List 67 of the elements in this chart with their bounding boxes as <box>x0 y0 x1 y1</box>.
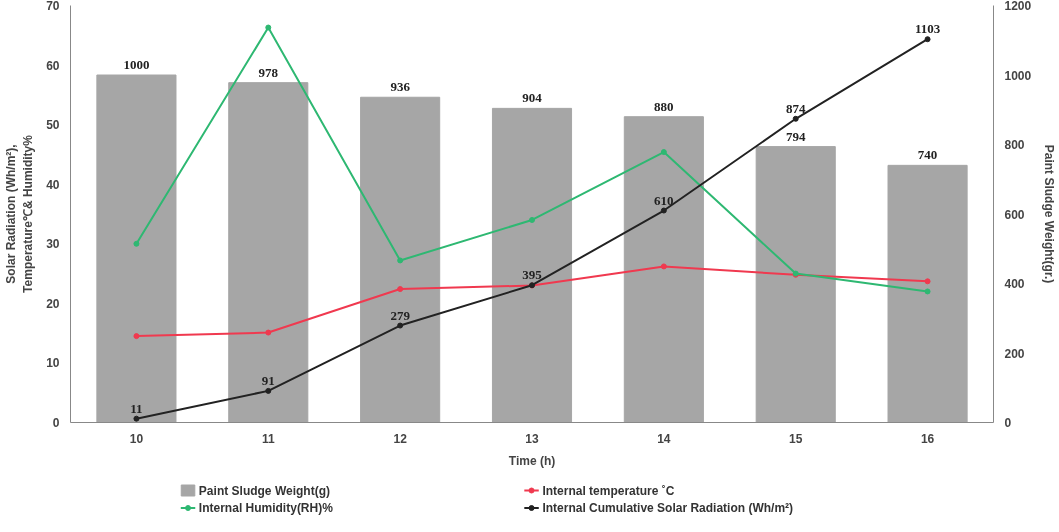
point <box>265 329 272 336</box>
data-label: 1103 <box>914 21 941 37</box>
point <box>133 333 140 340</box>
data-label: 1000 <box>123 57 150 72</box>
data-label: 936 <box>390 79 411 95</box>
y-tick-label: 10 <box>46 356 60 371</box>
data-label: 91 <box>261 372 275 388</box>
data-label: 11 <box>130 400 143 416</box>
x-tick-label: 14 <box>657 431 671 446</box>
legend-label: Internal temperature ˚C <box>542 483 675 498</box>
x-tick-label: 16 <box>920 431 935 446</box>
bar <box>887 164 968 423</box>
x-tick-label: 11 <box>261 431 275 446</box>
y2-tick-label: 600 <box>1004 207 1025 222</box>
y2-tick-label: 400 <box>1004 277 1025 291</box>
y-tick-label: 60 <box>46 58 60 73</box>
point <box>397 257 404 264</box>
y2-tick-label: 1000 <box>1004 68 1032 83</box>
y-axis-title: Solar Radiation (Wh/m²), Temperature℃& Humidity% <box>4 134 36 293</box>
bar <box>360 96 441 423</box>
point <box>660 149 667 156</box>
y2-tick-label: 800 <box>1004 138 1025 152</box>
point <box>924 36 931 43</box>
y2-tick-label: 0 <box>1004 416 1012 430</box>
bar <box>491 107 573 423</box>
data-label: 279 <box>390 307 411 323</box>
y-tick-label: 50 <box>46 118 60 133</box>
point <box>397 322 404 329</box>
point <box>660 207 667 214</box>
data-label: 904 <box>522 90 543 106</box>
x-tick-label: 10 <box>129 431 144 446</box>
y-tick-label: 0 <box>52 416 60 430</box>
legend-label: Internal Humidity(RH)% <box>198 501 334 515</box>
y-tick-label: 40 <box>46 177 60 192</box>
data-label: 395 <box>522 267 543 283</box>
y2-tick-label: 200 <box>1004 346 1025 361</box>
x-axis-title: Time (h) <box>508 453 556 468</box>
data-label: 740 <box>917 147 938 163</box>
bar <box>228 82 309 423</box>
bar <box>755 146 836 423</box>
legend-label: Paint Sludge Weight(g) <box>198 483 330 498</box>
data-label: 880 <box>654 98 674 114</box>
bar <box>623 116 704 423</box>
data-label: 610 <box>654 192 674 208</box>
y-tick-label: 30 <box>46 237 60 252</box>
point <box>660 263 667 270</box>
y2-axis-title: Paint Sludge Weight(gr.) <box>1042 144 1057 284</box>
data-label: 794 <box>785 128 806 144</box>
legend-label: Internal Cumulative Solar Radiation (Wh/m²) <box>542 501 794 515</box>
point <box>529 216 535 223</box>
point <box>133 415 140 422</box>
data-label: 874 <box>785 100 806 116</box>
y-tick-label: 20 <box>46 296 60 311</box>
data-label: 978 <box>258 64 279 80</box>
bar <box>96 74 177 423</box>
point <box>265 387 272 394</box>
x-tick-label: 15 <box>789 431 803 446</box>
y-tick-label: 70 <box>46 0 60 13</box>
y2-tick-label: 1200 <box>1004 0 1032 13</box>
point <box>133 240 140 247</box>
x-tick-label: 13 <box>525 431 539 446</box>
point <box>792 115 799 122</box>
point <box>397 286 404 293</box>
point <box>924 288 931 295</box>
x-tick-label: 12 <box>393 431 408 446</box>
point <box>265 24 272 31</box>
point <box>924 278 931 285</box>
